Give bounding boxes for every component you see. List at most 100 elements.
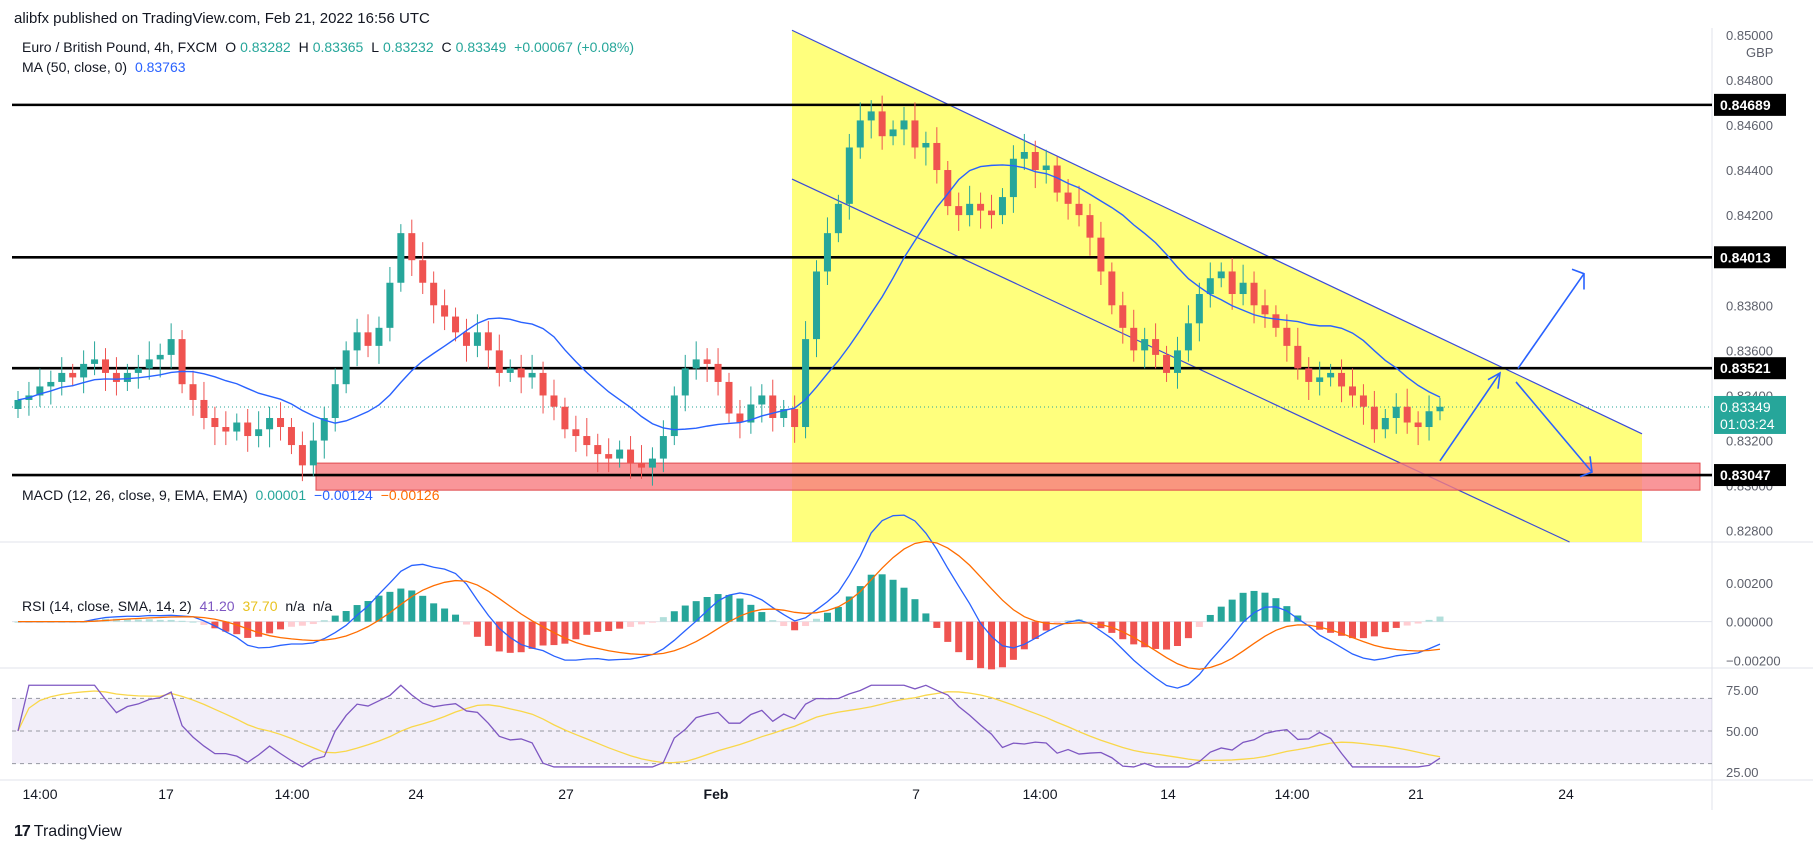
macd-histogram-bar	[834, 606, 842, 622]
candle	[287, 427, 295, 446]
candle	[320, 418, 328, 441]
open-label: O	[225, 39, 237, 55]
candle	[561, 406, 569, 430]
candle	[178, 339, 186, 385]
candle	[1075, 203, 1083, 216]
candle	[1283, 327, 1291, 346]
macd-histogram-bar	[1272, 598, 1280, 622]
macd-histogram-bar	[277, 621, 285, 630]
macd-histogram-bar	[933, 621, 941, 628]
candle	[1097, 237, 1105, 272]
candle	[211, 418, 219, 428]
price-axis-tick: 0.84200	[1726, 208, 1773, 223]
arrowhead	[1487, 371, 1501, 389]
macd-histogram-bar	[648, 621, 656, 623]
macd-histogram-bar	[375, 595, 383, 622]
price-axis-tick: 0.84400	[1726, 163, 1773, 178]
candle	[189, 384, 197, 400]
candle	[36, 386, 44, 396]
macd-histogram-bar	[856, 586, 864, 622]
candle	[1250, 282, 1258, 306]
macd-histogram-bar	[583, 621, 591, 635]
high-label: H	[298, 39, 309, 55]
ma-legend: MA (50, close, 0) 0.83763	[22, 59, 190, 75]
price-axis-tick: 0.84600	[1726, 118, 1773, 133]
macd-histogram-bar	[955, 621, 963, 653]
macd-histogram-bar	[758, 612, 766, 622]
macd-histogram-bar	[889, 579, 897, 622]
macd-histogram-bar	[627, 621, 635, 627]
macd-histogram-bar	[998, 621, 1006, 668]
macd-histogram-bar	[528, 621, 536, 649]
macd-histogram-bar	[1152, 621, 1160, 649]
ma-label[interactable]: MA (50, close, 0)	[22, 59, 128, 75]
candle	[244, 422, 252, 437]
candle	[134, 368, 142, 373]
macd-histogram-bar	[441, 608, 449, 622]
candle	[112, 372, 120, 382]
low-value: 0.83232	[383, 39, 434, 55]
macd-histogram-bar	[1305, 621, 1313, 623]
rsi-line	[17, 684, 1441, 768]
time-axis-tick: 14:00	[1022, 786, 1057, 802]
macd-legend: MACD (12, 26, close, 9, EMA, EMA) 0.0000…	[22, 487, 444, 503]
macd-histogram-bar	[900, 587, 908, 622]
macd-histogram-bar	[1436, 616, 1444, 622]
macd-histogram-bar	[1228, 599, 1236, 622]
candle	[1009, 158, 1017, 198]
support-zone	[315, 462, 1701, 491]
candle	[222, 427, 230, 432]
macd-histogram-bar	[823, 612, 831, 622]
candle	[375, 327, 383, 346]
candle	[988, 210, 996, 216]
macd-histogram-bar	[1064, 620, 1072, 622]
candle	[1031, 151, 1039, 171]
macd-histogram-bar	[1425, 619, 1433, 622]
macd-histogram-bar	[233, 621, 241, 635]
rsi-na-1: n/a	[285, 598, 305, 614]
macd-histogram-bar	[747, 604, 755, 622]
macd-histogram-bar	[692, 601, 700, 622]
macd-label[interactable]: MACD (12, 26, close, 9, EMA, EMA)	[22, 487, 248, 503]
candle	[331, 384, 339, 419]
candle	[386, 282, 394, 328]
macd-histogram-bar	[1206, 614, 1214, 622]
time-axis-tick: 14:00	[274, 786, 309, 802]
tradingview-logo[interactable]: 17 TradingView	[14, 823, 122, 841]
candle	[277, 418, 285, 428]
low-label: L	[371, 39, 380, 55]
rsi-label[interactable]: RSI (14, close, SMA, 14, 2)	[22, 598, 192, 614]
candle	[802, 339, 810, 428]
macd-histogram-bar	[1283, 606, 1291, 622]
candle	[911, 120, 919, 148]
candle	[1294, 345, 1302, 369]
ma-line	[17, 164, 1441, 431]
macd-histogram-bar	[364, 601, 372, 622]
candle	[627, 449, 635, 464]
time-axis-tick: 14:00	[1274, 786, 1309, 802]
price-axis-tick: 0.82800	[1726, 524, 1773, 539]
macd-histogram-bar	[178, 620, 186, 622]
candle	[1064, 192, 1072, 204]
candle	[659, 436, 667, 459]
rsi-axis-tick: 25.00	[1726, 765, 1759, 780]
macd-histogram-bar	[1392, 621, 1400, 628]
macd-histogram-bar	[452, 614, 460, 622]
symbol-name[interactable]: Euro / British Pound, 4h, FXCM	[22, 39, 218, 55]
time-axis-tick: 27	[558, 786, 574, 802]
macd-histogram-bar	[495, 621, 503, 652]
candle	[430, 282, 438, 306]
candle	[1228, 271, 1236, 295]
candle	[1381, 418, 1389, 430]
macd-histogram-bar	[1163, 621, 1171, 650]
macd-histogram-bar	[386, 591, 394, 622]
publisher-note: alibfx published on TradingView.com, Feb…	[14, 10, 430, 27]
macd-histogram-bar	[1173, 621, 1181, 646]
current-price-box	[1714, 395, 1786, 434]
macd-histogram-bar	[123, 618, 131, 622]
candle	[364, 332, 372, 346]
rsi-ma-line	[17, 690, 1441, 764]
candle	[462, 332, 470, 346]
macd-histogram-bar	[287, 621, 295, 627]
